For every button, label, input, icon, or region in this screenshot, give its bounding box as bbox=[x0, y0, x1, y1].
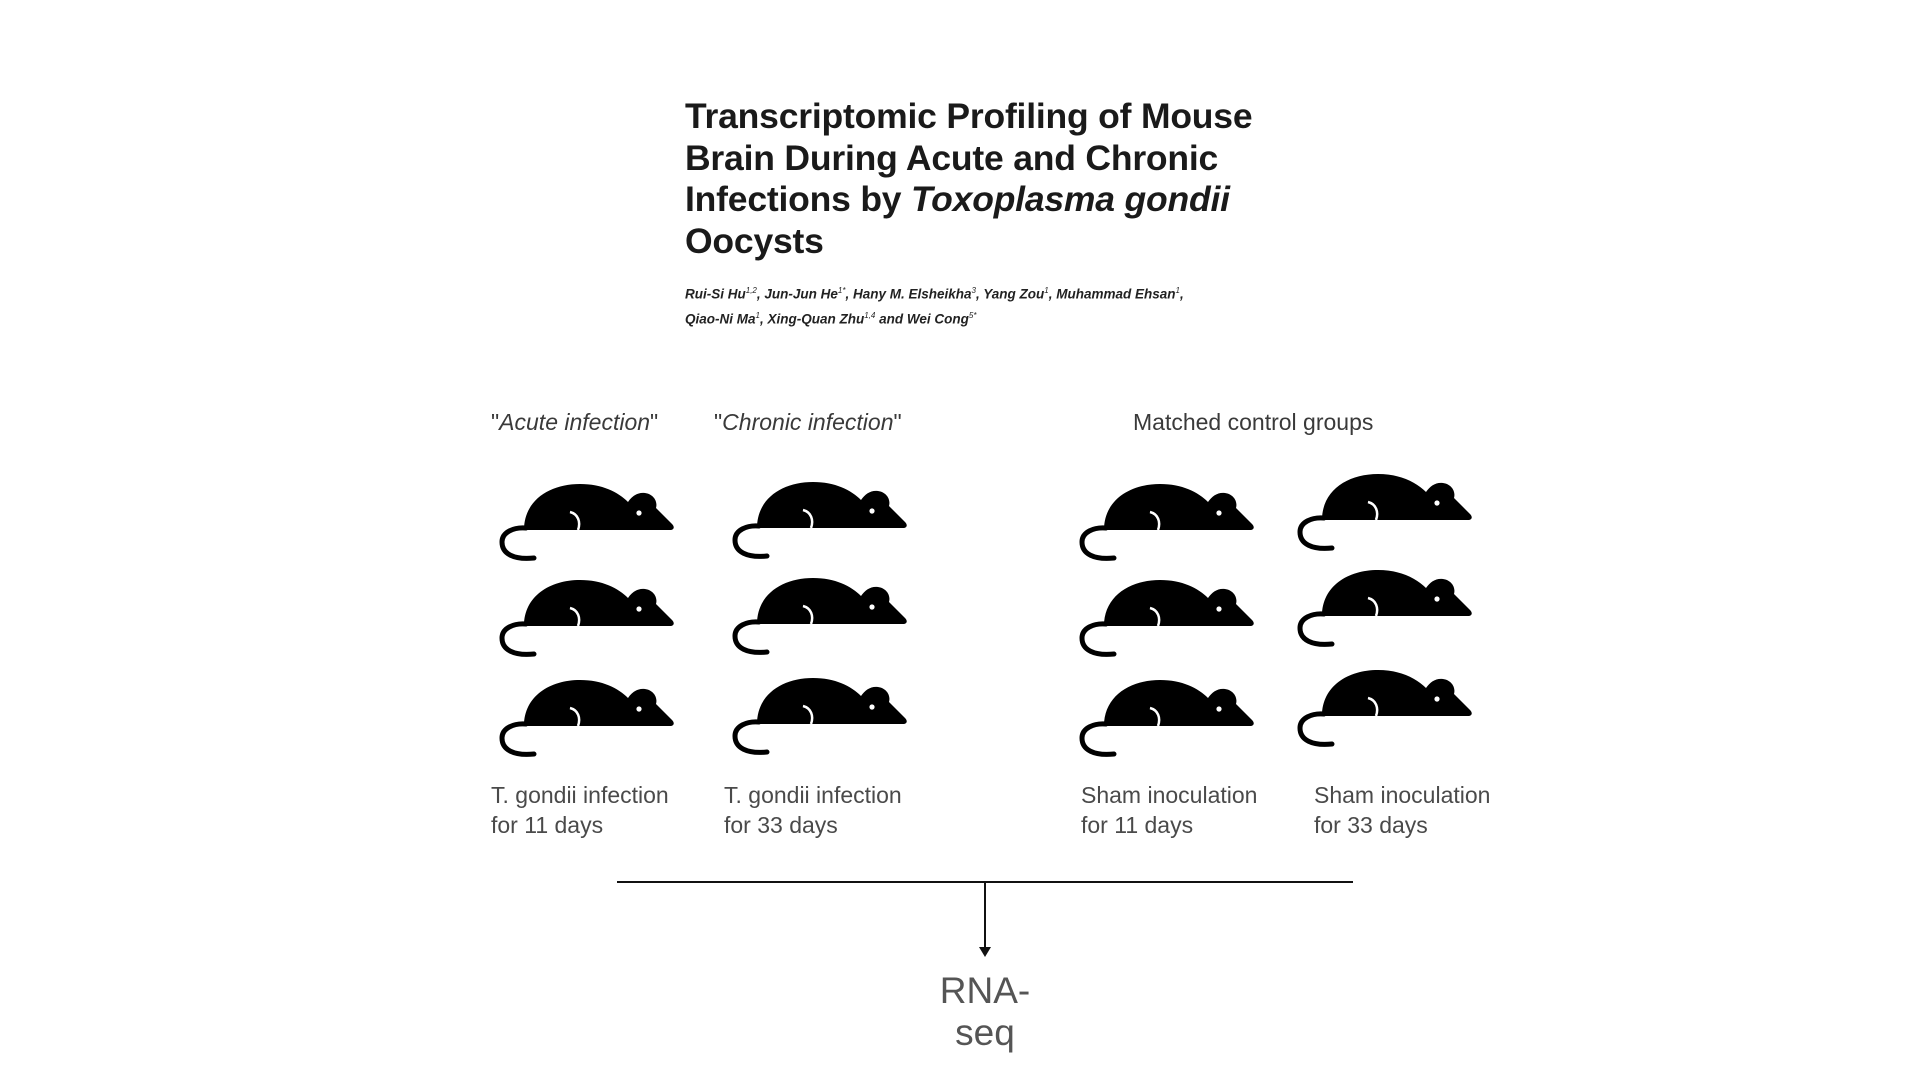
author-name: Wei Cong bbox=[906, 311, 969, 326]
acute-infection-label: "Acute infection" bbox=[491, 409, 659, 435]
mouse-icon bbox=[498, 668, 676, 762]
paper-title-part2: Oocysts bbox=[685, 220, 824, 261]
author-affiliation: 1 bbox=[1175, 286, 1180, 295]
mouse-icon bbox=[731, 470, 909, 564]
mouse-icon bbox=[1296, 558, 1474, 652]
author-affiliation: 1* bbox=[837, 286, 846, 295]
author-name: Qiao-Ni Ma bbox=[685, 311, 756, 326]
mouse-icon bbox=[1078, 568, 1256, 662]
paper-authors: Rui-Si Hu1,2, Jun-Jun He1*, Hany M. Elsh… bbox=[685, 286, 1184, 326]
mouse-icon bbox=[1078, 668, 1256, 762]
author-name: Hany M. Elsheikha bbox=[852, 286, 972, 302]
mouse-icon bbox=[1296, 462, 1474, 556]
paper-header: Transcriptomic Profiling of Mouse Brain … bbox=[685, 96, 1325, 329]
sham33-caption-line2: for 33 days bbox=[1314, 812, 1428, 838]
chronic-caption-line1: T. gondii infection bbox=[724, 782, 902, 808]
author-affiliation: 1,4 bbox=[864, 310, 876, 320]
mouse-icon bbox=[731, 666, 909, 760]
author-affiliation: 3 bbox=[971, 286, 976, 295]
author-affiliation: 1 bbox=[1044, 286, 1049, 295]
author-name: Yang Zou bbox=[983, 286, 1045, 302]
acute-infection-label-text: Acute infection bbox=[499, 409, 651, 435]
chronic-infection-label-text: Chronic infection bbox=[722, 409, 894, 435]
paper-title-italic: Toxoplasma gondii bbox=[911, 179, 1230, 219]
author-affiliation: 1 bbox=[755, 310, 760, 320]
down-arrow-icon bbox=[979, 947, 991, 957]
chronic-caption-line2: for 33 days bbox=[724, 812, 838, 838]
mouse-icon bbox=[1078, 472, 1256, 566]
sham11-caption-line1: Sham inoculation bbox=[1081, 782, 1258, 808]
acute-caption-line2: for 11 days bbox=[491, 812, 604, 838]
down-arrow-shaft bbox=[984, 881, 986, 951]
mouse-icon bbox=[1296, 658, 1474, 752]
author-affiliation: 1,2 bbox=[745, 286, 757, 295]
sham11-caption: Sham inoculation for 11 days bbox=[1081, 780, 1257, 840]
rna-seq-label: RNA-seq bbox=[939, 970, 1031, 1053]
paper-title-part1: Transcriptomic Profiling of Mouse Brain … bbox=[685, 96, 1253, 219]
chronic-caption: T. gondii infection for 33 days bbox=[724, 780, 902, 840]
mouse-icon bbox=[731, 566, 909, 660]
sham33-caption-line1: Sham inoculation bbox=[1314, 782, 1491, 808]
author-name: Muhammad Ehsan bbox=[1056, 286, 1176, 302]
author-name: Jun-Jun He bbox=[764, 286, 838, 302]
author-name: Xing-Quan Zhu bbox=[767, 311, 865, 326]
paper-title: Transcriptomic Profiling of Mouse Brain … bbox=[685, 96, 1325, 262]
matched-control-label: Matched control groups bbox=[1133, 409, 1374, 435]
author-affiliation: 5* bbox=[968, 310, 977, 320]
mouse-icon bbox=[498, 472, 676, 566]
acute-caption-line1: T. gondii infection bbox=[491, 782, 669, 808]
author-name: Rui-Si Hu bbox=[685, 286, 746, 302]
chronic-infection-label: "Chronic infection" bbox=[714, 409, 902, 435]
acute-caption: T. gondii infection for 11 days bbox=[491, 780, 669, 840]
sham11-caption-line2: for 11 days bbox=[1081, 812, 1194, 838]
mouse-icon bbox=[498, 568, 676, 662]
sham33-caption: Sham inoculation for 33 days bbox=[1314, 780, 1490, 840]
